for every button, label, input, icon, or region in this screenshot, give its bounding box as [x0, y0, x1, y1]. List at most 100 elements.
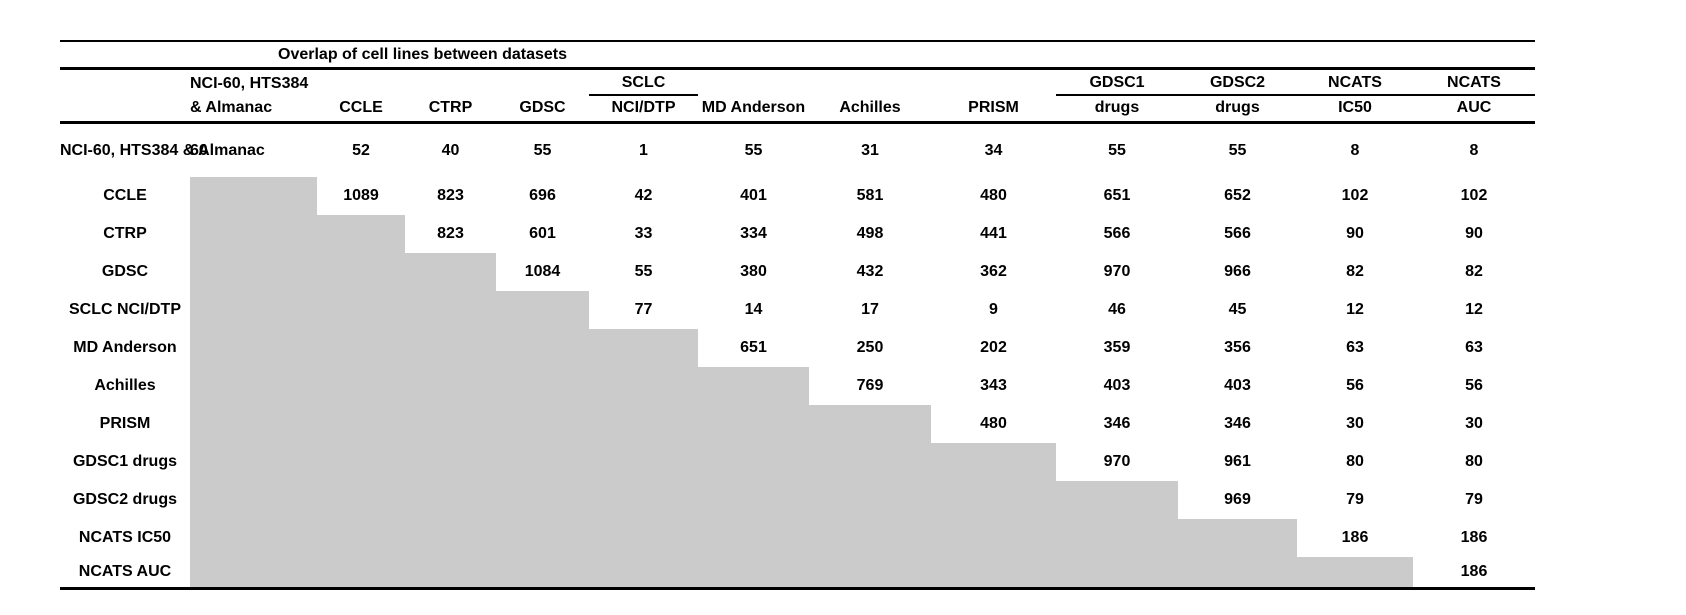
table-row: NCATS IC50 186 186: [60, 519, 1535, 557]
column-header-bottom: PRISM: [931, 95, 1056, 124]
value-cell: 346: [1224, 415, 1251, 432]
column-header-top: GDSC1: [1056, 68, 1178, 96]
column-header-bottom: NCI/DTP: [589, 95, 698, 124]
value-cell: 362: [980, 263, 1007, 280]
table-row: GDSC2 drugs 969 79 79: [60, 481, 1535, 519]
shaded-cell: [496, 481, 589, 519]
value-cell: 334: [740, 225, 767, 242]
value-cell: 12: [1465, 301, 1483, 318]
column-header-top: NCATS: [1297, 68, 1413, 96]
shaded-cell: [698, 481, 809, 519]
value-cell: 55: [634, 263, 653, 280]
value-cell: 63: [1465, 339, 1483, 356]
shaded-cell: [1056, 481, 1178, 519]
shaded-cell: [698, 443, 809, 481]
value-cell: 186: [1460, 529, 1488, 546]
shaded-cell: [405, 291, 496, 329]
value-cell: 77: [634, 301, 653, 318]
header-row-top: NCI-60, HTS384 SCLC GDSC1 GDSC2 NCATS NCATS: [60, 68, 1535, 96]
value-cell: 45: [1228, 301, 1247, 318]
shaded-cell: [809, 519, 931, 557]
shaded-cell: [405, 367, 496, 405]
value-cell: 480: [980, 187, 1007, 204]
shaded-cell: [698, 367, 809, 405]
value-cell: 346: [1103, 415, 1131, 432]
row-label: CCLE: [103, 187, 147, 204]
column-header-bottom: drugs: [1178, 95, 1297, 124]
header-corner-bottom: [60, 95, 190, 124]
shaded-cell: [496, 443, 589, 481]
shaded-cell: [589, 443, 698, 481]
value-cell: 55: [533, 141, 552, 159]
value-cell: 34: [984, 141, 1003, 159]
shaded-cell: [1178, 557, 1297, 590]
column-header-bottom: IC50: [1297, 95, 1413, 124]
value-cell: 966: [1224, 263, 1251, 280]
value-cell: 82: [1465, 263, 1483, 280]
shaded-cell: [809, 557, 931, 590]
shaded-cell: [190, 367, 317, 405]
value-cell: 186: [1341, 529, 1369, 546]
value-cell: 652: [1224, 187, 1251, 204]
shaded-cell: [698, 405, 809, 443]
value-cell: 80: [1465, 453, 1483, 470]
row-label: GDSC: [101, 263, 149, 280]
shaded-cell: [317, 215, 405, 253]
shaded-cell: [809, 481, 931, 519]
value-cell: 566: [1224, 225, 1251, 242]
value-cell: 696: [529, 187, 556, 204]
value-cell: 63: [1346, 339, 1364, 356]
row-label: SCLC NCI/DTP: [69, 301, 181, 318]
value-cell: 82: [1346, 263, 1364, 280]
value-cell: 970: [1103, 453, 1131, 470]
column-header-top: [931, 69, 1056, 96]
shaded-cell: [1178, 519, 1297, 557]
shaded-cell: [190, 329, 317, 367]
table-row: NCI-60, HTS384 & Almanac 60 52 40 55 1 55 31 34 5…: [60, 123, 1535, 178]
shaded-cell: [1056, 557, 1178, 590]
value-cell: 12: [1346, 301, 1364, 318]
shaded-cell: [317, 443, 405, 481]
shaded-cell: [589, 481, 698, 519]
shaded-cell: [589, 405, 698, 443]
value-cell: 202: [980, 339, 1007, 356]
shaded-cell: [589, 367, 698, 405]
column-header-top: [317, 69, 405, 96]
table-row: PRISM 480 346 346 30 30: [60, 405, 1535, 443]
value-cell: 79: [1346, 491, 1364, 508]
column-header-bottom: GDSC: [496, 95, 589, 124]
value-cell: 403: [1103, 377, 1131, 394]
row-label: PRISM: [99, 415, 151, 432]
value-cell: 651: [1103, 187, 1131, 204]
shaded-cell: [317, 557, 405, 590]
shaded-cell: [496, 367, 589, 405]
value-cell: 581: [856, 187, 884, 204]
shaded-cell: [405, 253, 496, 291]
table-row: SCLC NCI/DTP 77 14 17 9 46 45 12 12: [60, 291, 1535, 329]
value-cell: 8: [1469, 141, 1479, 159]
value-cell: 970: [1103, 263, 1131, 280]
shaded-cell: [698, 519, 809, 557]
value-cell: 30: [1465, 415, 1483, 432]
header-corner-top: [60, 69, 190, 96]
shaded-cell: [809, 443, 931, 481]
shaded-cell: [931, 519, 1056, 557]
shaded-cell: [405, 481, 496, 519]
shaded-cell: [1056, 519, 1178, 557]
column-header-bottom: CCLE: [317, 95, 405, 124]
value-cell: 56: [1346, 377, 1364, 394]
row-label: MD Anderson: [73, 339, 177, 356]
column-header-bottom: MD Anderson: [698, 95, 809, 124]
row-label: CTRP: [103, 225, 147, 242]
header-row-bottom: & Almanac CCLE CTRP GDSC NCI/DTP MD Anderson A…: [60, 95, 1535, 124]
shaded-cell: [190, 405, 317, 443]
value-cell: 1084: [524, 263, 561, 280]
shaded-cell: [496, 519, 589, 557]
value-cell: 102: [1460, 187, 1488, 204]
value-cell: 969: [1224, 491, 1251, 508]
value-cell: 601: [529, 225, 556, 242]
value-cell: 566: [1103, 225, 1131, 242]
shaded-cell: [317, 405, 405, 443]
value-cell: 432: [856, 263, 884, 280]
